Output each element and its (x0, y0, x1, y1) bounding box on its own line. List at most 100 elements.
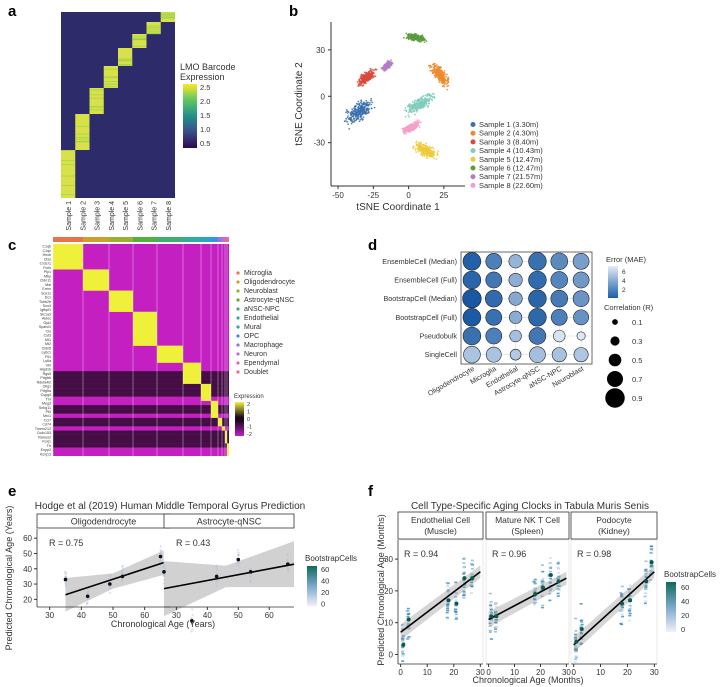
hodge-fit-line (163, 563, 295, 590)
tsne-point (426, 145, 429, 148)
marker-heatmap-blocks (52, 244, 229, 456)
tsne-point (405, 32, 408, 35)
tms-bootstrap-point (454, 592, 458, 594)
tms-mean-point (446, 598, 451, 603)
dotplot-correlation-label: 0.7 (632, 375, 642, 384)
tsne-point (360, 108, 363, 111)
tms-mean-point (556, 579, 561, 584)
tsne-point (368, 75, 370, 78)
dotplot-dot (509, 348, 522, 361)
marker-block-high (201, 383, 211, 401)
tsne-point (424, 94, 427, 97)
tms-xtick-label: 0 (571, 668, 576, 677)
tsne-ticks: -50 -25 0 25 30 0 -30 (313, 46, 448, 200)
tms-colorbar-tick: 20 (681, 611, 689, 620)
tms-bootstrap-point (533, 582, 537, 585)
dotplot-dot (528, 270, 547, 290)
tms-bootstrap-point (462, 579, 466, 582)
heatmap-sample-labels: Sample 1 Sample 2 Sample 3 Sample 4 Sample 5… (66, 201, 173, 231)
annotation-segment (218, 237, 222, 242)
dotplot-dot (529, 346, 546, 363)
tsne-point (424, 145, 427, 147)
marker-block-high (211, 400, 218, 418)
dotplot-dot (462, 326, 482, 346)
tsne-point (426, 154, 428, 157)
tsne-point (434, 64, 436, 67)
heatmap-legend-title-1: LMO Barcode (180, 62, 236, 72)
hodge-mean-point (158, 554, 163, 559)
hodge-bootstrap-point (215, 565, 218, 569)
tsne-point (415, 33, 418, 36)
dotplot-dot (485, 309, 503, 326)
tsne-point (405, 37, 408, 40)
tsne-point (347, 115, 349, 117)
tsne-point (422, 150, 425, 153)
tsne-point (351, 115, 354, 118)
dotplot-row-label: EnsembleCell (Full) (394, 276, 457, 285)
hodge-ytick-label: 20 (23, 595, 32, 604)
marker-row-low (53, 430, 229, 435)
dotplot-error-legend-title: Error (MAE) (606, 255, 647, 264)
marker-gene-label: Cst3 (44, 334, 51, 338)
panel-label-e: e (8, 483, 16, 500)
hodge-bootstrap-point (159, 564, 163, 567)
dotplot-dots (462, 252, 590, 364)
tms-bootstrap-point (574, 633, 578, 636)
tms-bootstrap-point (620, 593, 624, 596)
annotation-segment (157, 237, 183, 242)
tsne-point (430, 94, 432, 97)
tms-ytick-label: 10 (384, 619, 393, 628)
hodge-bootstrap-point (162, 574, 165, 577)
heatmap-stripe (146, 25, 161, 27)
cell-type-legend-key (236, 289, 240, 293)
tms-bootstrap-point (454, 607, 458, 610)
dotplot-dot (484, 289, 503, 308)
tms-bootstrap-point (532, 595, 536, 598)
tms-r-value: R = 0.94 (404, 549, 438, 559)
tsne-point (421, 154, 424, 157)
marker-heatmap: C1qbC1qcHexbCtssCx3cr1FcrlsPlp1MbpCldn11… (35, 237, 295, 456)
hodge-mean-point (248, 570, 253, 574)
marker-row-low (53, 392, 229, 397)
tsne-point (359, 116, 362, 119)
tms-bootstrap-point (579, 643, 583, 645)
tsne-point (351, 113, 353, 115)
tsne-point (443, 76, 446, 79)
tsne-point (403, 128, 405, 131)
tsne-point (416, 39, 419, 42)
tsne-point (443, 77, 446, 80)
tsne-point (443, 80, 445, 82)
tms-bootstrap-point (620, 604, 624, 607)
hodge-mean-point (85, 594, 90, 599)
tsne-point (408, 130, 411, 133)
tms-bootstrap-point (574, 655, 578, 657)
tsne-point (413, 101, 416, 104)
tsne-point (361, 119, 364, 121)
tms-bootstrap-point (619, 591, 623, 594)
tsne-point (356, 81, 359, 83)
tsne-point (410, 106, 413, 109)
marker-gene-label: Ermn (42, 287, 51, 291)
heatmap-stripe (89, 97, 104, 99)
hodge-bootstrap-point (190, 622, 193, 625)
tms-bootstrap-point (406, 628, 410, 630)
panel-label-c: c (8, 237, 16, 254)
dotplot-dot (462, 252, 482, 271)
tms-bootstrap-point (494, 620, 498, 623)
tsne-point (357, 85, 360, 88)
tsne-point (373, 106, 376, 109)
tsne-point (444, 73, 446, 76)
heatmap-sample-label: Sample 4 (109, 201, 116, 231)
dotplot-dot (550, 252, 568, 271)
tsne-point (359, 118, 362, 121)
tsne-point (446, 85, 449, 88)
expression-colorbar-tick: -1 (247, 425, 252, 431)
hodge-bootstrap-point (160, 553, 163, 556)
tsne-legend-label: Sample 5 (12.47m) (479, 155, 543, 164)
tms-bootstrap-point (649, 566, 653, 569)
tsne-point (413, 123, 416, 126)
dotplot-row-label: SingleCell (425, 350, 458, 359)
tsne-point (413, 110, 416, 113)
cell-type-legend-key (236, 298, 240, 302)
tsne-point (443, 85, 446, 88)
